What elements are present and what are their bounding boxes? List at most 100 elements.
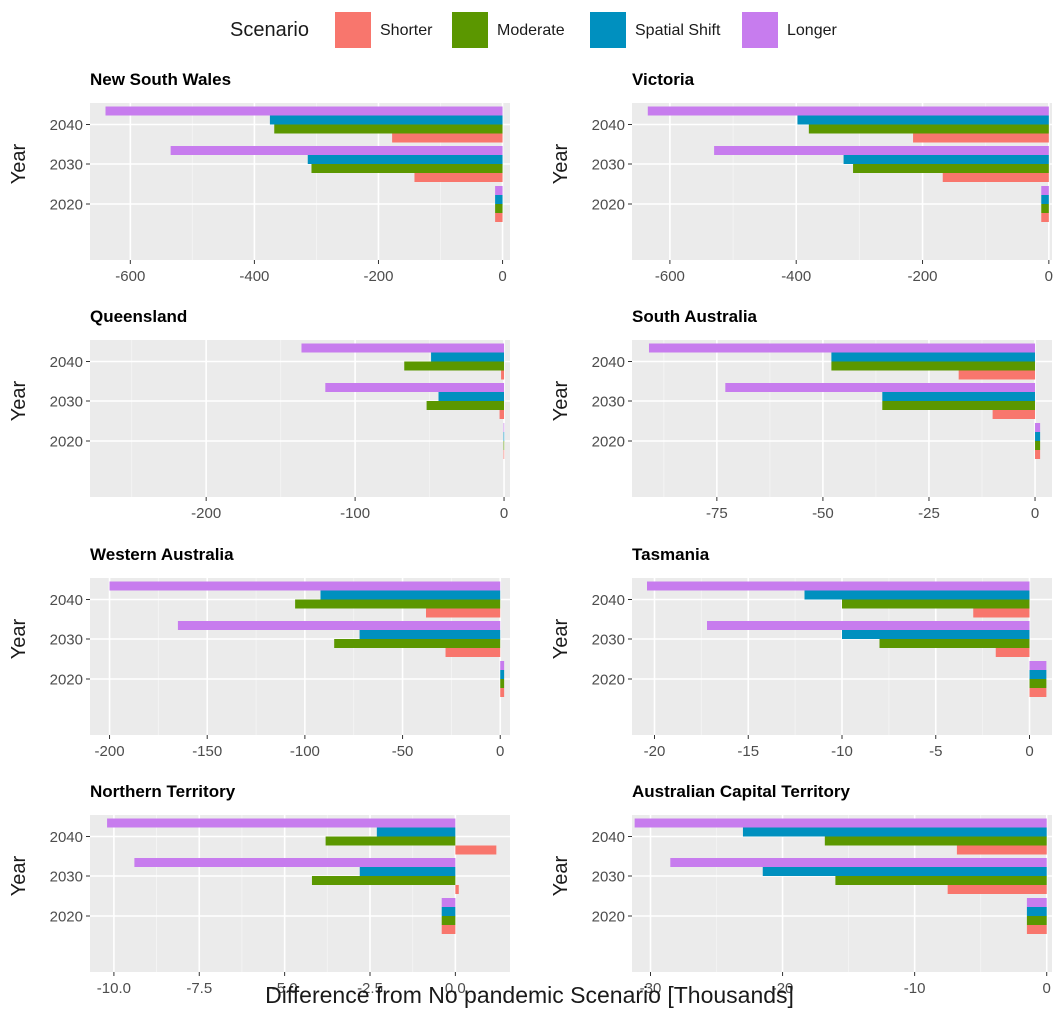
y-tick-label: 2040: [592, 592, 625, 609]
bar-moderate-2030: [879, 639, 1030, 648]
bar-spatial-shift-2030: [842, 630, 1030, 639]
x-tick-label: -75: [706, 505, 728, 522]
bar-spatial-shift-2030: [843, 155, 1049, 164]
y-tick-label: 2040: [50, 117, 83, 134]
bar-moderate-2030: [426, 401, 505, 410]
bar-spatial-shift-2040: [797, 115, 1049, 125]
x-tick-label: -150: [192, 743, 222, 760]
y-tick-label: 2030: [50, 157, 83, 174]
bar-shorter-2040: [426, 608, 501, 618]
y-axis-title: Year: [550, 143, 572, 184]
y-tick-label: 2030: [592, 632, 625, 649]
panel-title: Western Australia: [90, 545, 234, 564]
bar-spatial-shift-2020: [1029, 670, 1047, 679]
bar-spatial-shift-2030: [307, 155, 503, 164]
bar-longer-2020: [503, 423, 505, 432]
bar-shorter-2020: [503, 450, 505, 459]
bar-shorter-2040: [392, 133, 503, 143]
x-tick-label: -50: [812, 505, 834, 522]
bar-spatial-shift-2040: [804, 590, 1030, 600]
bar-shorter-2030: [942, 173, 1049, 182]
bar-shorter-2030: [995, 648, 1030, 657]
y-tick-label: 2030: [592, 157, 625, 174]
y-tick-label: 2040: [50, 354, 83, 371]
bar-spatial-shift-2020: [1026, 907, 1047, 916]
legend: Scenario Shorter Moderate Spatial Shift …: [0, 8, 1059, 52]
bar-moderate-2030: [311, 164, 503, 173]
y-tick-label: 2040: [50, 829, 83, 846]
y-tick-label: 2040: [50, 592, 83, 609]
x-tick-label: -7.5: [186, 980, 212, 997]
panel-title: New South Wales: [90, 70, 231, 89]
y-tick-label: 2040: [592, 829, 625, 846]
bar-moderate-2030: [334, 639, 501, 648]
y-tick-label: 2020: [592, 434, 625, 451]
x-tick-label: -100: [290, 743, 320, 760]
x-tick-label: -200: [908, 268, 938, 285]
bar-longer-2040: [105, 106, 503, 116]
bar-shorter-2020: [1029, 688, 1047, 697]
bar-longer-2040: [634, 818, 1047, 828]
bar-spatial-shift-2040: [376, 827, 456, 837]
panel-title: Queensland: [90, 307, 187, 326]
bar-moderate-2040: [831, 361, 1036, 371]
bar-longer-2040: [647, 106, 1049, 116]
bar-moderate-2030: [835, 876, 1047, 885]
legend-label-spatial-shift: Spatial Shift: [635, 22, 721, 39]
bar-longer-2030: [177, 621, 501, 630]
y-tick-label: 2020: [50, 672, 83, 689]
bar-moderate-2020: [441, 916, 456, 925]
legend-swatch-spatial-shift: [590, 12, 626, 48]
bar-shorter-2040: [973, 608, 1030, 618]
legend-label-longer: Longer: [787, 22, 837, 39]
bar-longer-2030: [325, 383, 505, 392]
bar-longer-2040: [107, 818, 456, 828]
bar-spatial-shift-2020: [1041, 195, 1049, 204]
y-tick-label: 2030: [592, 869, 625, 886]
bar-spatial-shift-2030: [762, 867, 1047, 876]
bar-moderate-2040: [824, 836, 1047, 846]
bar-shorter-2030: [499, 410, 505, 419]
bar-spatial-shift-2040: [831, 352, 1036, 362]
x-tick-label: -10: [904, 980, 926, 997]
bar-shorter-2030: [455, 885, 459, 894]
x-tick-label: -600: [115, 268, 145, 285]
bar-longer-2020: [1035, 423, 1041, 432]
y-tick-label: 2040: [592, 354, 625, 371]
bar-spatial-shift-2040: [431, 352, 505, 362]
legend-swatch-shorter: [335, 12, 371, 48]
x-tick-label: -5.0: [272, 980, 298, 997]
bar-spatial-shift-2020: [1035, 432, 1041, 441]
bar-moderate-2020: [1029, 679, 1047, 688]
x-axis-title: Difference from No pandemic Scenario [Th…: [265, 982, 794, 1008]
bar-moderate-2020: [503, 441, 505, 450]
bar-moderate-2040: [325, 836, 456, 846]
panel-northern-territory: Northern Territory 2040 2030 2020 Year -10.0 -…: [8, 782, 510, 997]
bar-shorter-2020: [1026, 925, 1047, 934]
bar-shorter-2020: [1035, 450, 1041, 459]
x-tick-label: -600: [655, 268, 685, 285]
bar-spatial-shift-2020: [441, 907, 456, 916]
bar-longer-2040: [301, 343, 505, 353]
y-axis-title: Year: [8, 143, 30, 184]
y-axis-title: Year: [550, 855, 572, 896]
y-tick-label: 2040: [592, 117, 625, 134]
panel-title: Australian Capital Territory: [632, 782, 850, 801]
x-tick-label: 0: [1045, 268, 1053, 285]
bar-spatial-shift-2020: [503, 432, 505, 441]
y-axis-title: Year: [8, 855, 30, 896]
bar-spatial-shift-2020: [495, 195, 503, 204]
panel-title: Victoria: [632, 70, 695, 89]
bar-spatial-shift-2040: [320, 590, 501, 600]
panel-title: Tasmania: [632, 545, 710, 564]
bar-spatial-shift-2030: [359, 867, 456, 876]
bar-spatial-shift-2030: [882, 392, 1036, 401]
bar-shorter-2030: [445, 648, 501, 657]
bar-shorter-2020: [441, 925, 456, 934]
bar-longer-2040: [648, 343, 1036, 353]
bar-moderate-2040: [274, 124, 503, 134]
legend-swatch-longer: [742, 12, 778, 48]
bar-longer-2030: [725, 383, 1036, 392]
bar-longer-2030: [170, 146, 503, 155]
x-tick-label: -15: [737, 743, 759, 760]
